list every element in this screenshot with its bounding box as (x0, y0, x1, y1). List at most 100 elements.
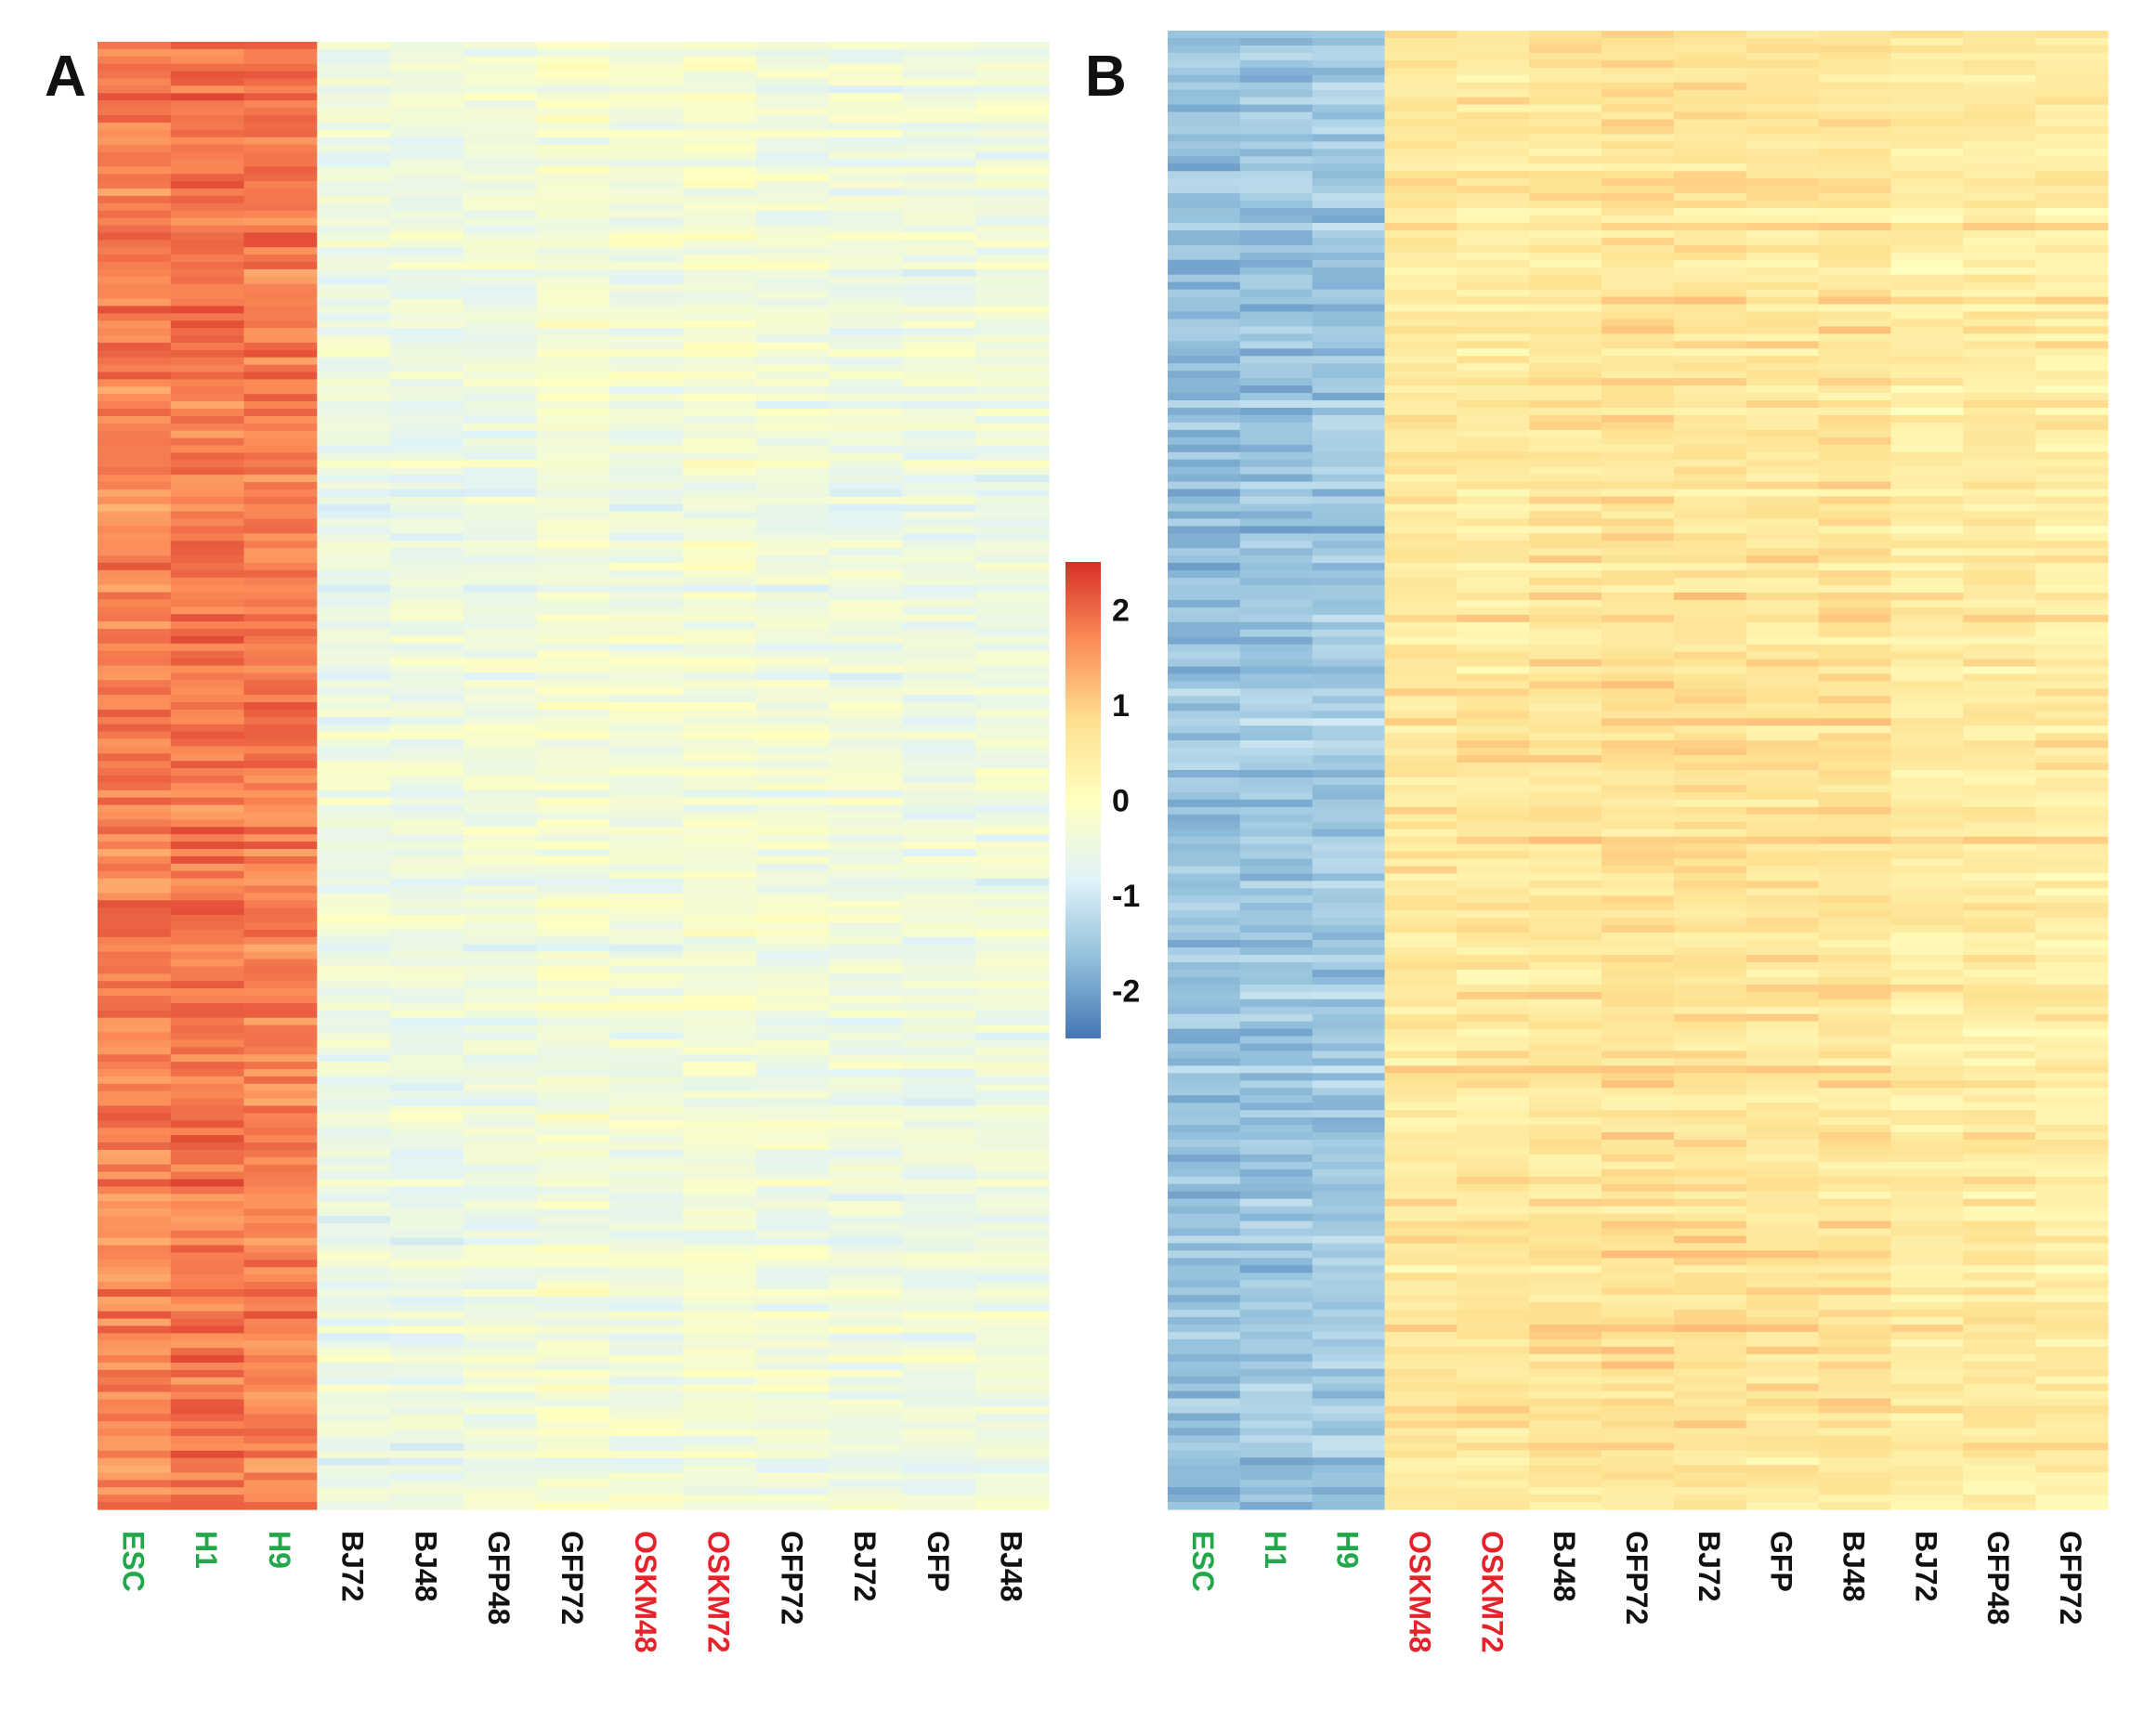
heatmap-cell (1168, 1146, 1241, 1155)
heatmap-cell (829, 518, 904, 527)
heatmap-cell (683, 503, 757, 513)
heatmap-cell (1529, 82, 1602, 91)
heatmap-cell (243, 1164, 318, 1173)
heatmap-cell (1457, 1465, 1530, 1473)
heatmap-cell (1457, 711, 1530, 719)
heatmap-cell (902, 907, 976, 916)
heatmap-cell (1239, 947, 1314, 956)
heatmap-cell (463, 445, 538, 453)
heatmap-cell (463, 137, 538, 146)
heatmap-cell (1673, 1258, 1747, 1266)
heatmap-cell (755, 56, 830, 65)
heatmap-cell (755, 1303, 830, 1312)
heatmap-cell (243, 855, 318, 865)
heatmap-cell (170, 1436, 245, 1444)
heatmap-cell (170, 842, 245, 850)
heatmap-cell (1529, 955, 1602, 963)
heatmap-cell (536, 108, 610, 116)
heatmap-cell (1601, 681, 1675, 690)
heatmap-cell (755, 415, 830, 424)
heatmap-cell (1745, 466, 1820, 476)
heatmap-cell (609, 900, 684, 908)
heatmap-cell (536, 607, 610, 615)
heatmap-cell (975, 1149, 1050, 1158)
heatmap-cell (1890, 444, 1964, 453)
heatmap-cell (463, 746, 538, 754)
heatmap-cell (1239, 126, 1314, 136)
heatmap-cell (683, 1062, 757, 1070)
heatmap-cell (829, 1355, 904, 1364)
heatmap-cell (975, 247, 1050, 255)
heatmap-cell (170, 1369, 245, 1378)
heatmap-cell (317, 1472, 391, 1481)
heatmap-cell (975, 1208, 1050, 1217)
heatmap-cell (1312, 1117, 1386, 1126)
heatmap-cell (755, 467, 830, 476)
heatmap-cell (755, 189, 830, 197)
heatmap-cell (98, 804, 172, 814)
heatmap-cell (683, 672, 757, 681)
heatmap-cell (829, 1032, 904, 1040)
heatmap-cell (390, 460, 464, 468)
heatmap-cell (98, 240, 172, 248)
heatmap-cell (1457, 1273, 1530, 1281)
heatmap-cell (536, 189, 610, 197)
heatmap-cell (829, 922, 904, 931)
heatmap-cell (1384, 806, 1458, 816)
heatmap-cell (683, 1369, 757, 1378)
heatmap-cell (1818, 400, 1892, 409)
heatmap-cell (463, 863, 538, 872)
heatmap-cell (1529, 363, 1602, 372)
heatmap-cell (902, 1274, 976, 1283)
heatmap-column-bj48 (1529, 31, 1602, 1510)
heatmap-cell (902, 702, 976, 711)
heatmap-cell (1384, 348, 1458, 357)
heatmap-cell (1239, 748, 1314, 756)
heatmap-cell (975, 548, 1050, 556)
heatmap-cell (1745, 267, 1820, 276)
heatmap-cell (1457, 1265, 1530, 1273)
heatmap-cell (317, 298, 391, 307)
heatmap-cell (683, 541, 757, 549)
heatmap-cell (975, 1032, 1050, 1040)
heatmap-cell (1529, 851, 1602, 860)
heatmap-cell (243, 658, 318, 667)
heatmap-cell (829, 85, 904, 94)
heatmap-cell (390, 790, 464, 799)
heatmap-cell (170, 1289, 245, 1298)
heatmap-cell (1529, 1028, 1602, 1038)
heatmap-cell (829, 1502, 904, 1510)
heatmap-cell (170, 1113, 245, 1121)
heatmap-cell (390, 885, 464, 894)
heatmap-cell (1818, 755, 1892, 764)
heatmap-cell (390, 569, 464, 579)
heatmap-cell (1890, 208, 1964, 216)
heatmap-cell (1601, 1206, 1675, 1215)
heatmap-cell (1529, 688, 1602, 697)
heatmap-cell (975, 423, 1050, 432)
heatmap-cell (755, 885, 830, 894)
heatmap-cell (1384, 1310, 1458, 1318)
heatmap-cell (390, 827, 464, 835)
heatmap-cell (463, 1208, 538, 1217)
heatmap-cell (829, 78, 904, 86)
heatmap-cell (1745, 740, 1820, 749)
heatmap-cell (1457, 791, 1530, 801)
heatmap-cell (683, 709, 757, 718)
heatmap-cell (390, 78, 464, 86)
heatmap-cell (1673, 1346, 1747, 1355)
heatmap-cell (1818, 171, 1892, 179)
heatmap-cell (902, 276, 976, 285)
heatmap-cell (1239, 866, 1314, 875)
heatmap-cell (243, 878, 318, 887)
heatmap-cell (1963, 777, 2036, 786)
heatmap-cell (1818, 45, 1892, 54)
heatmap-cell (1312, 858, 1386, 868)
heatmap-cell (1168, 371, 1241, 379)
heatmap-cell (609, 936, 684, 946)
heatmap-cell (1890, 1043, 1964, 1052)
heatmap-cell (1239, 1228, 1314, 1237)
heatmap-cell (902, 951, 976, 960)
heatmap-cell (317, 1325, 391, 1334)
heatmap-cell (390, 782, 464, 791)
